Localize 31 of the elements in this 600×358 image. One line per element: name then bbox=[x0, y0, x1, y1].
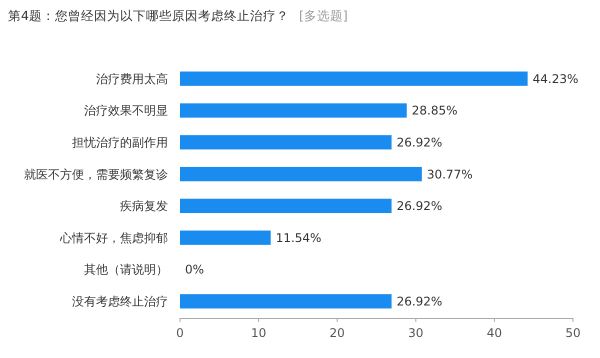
bar bbox=[180, 103, 407, 118]
bar bbox=[180, 166, 422, 182]
y-tick-label: 疾病复发 bbox=[120, 199, 168, 214]
x-tick-label: 40 bbox=[486, 326, 502, 340]
y-tick-label: 没有考虑终止治疗 bbox=[72, 294, 168, 309]
data-label: 0% bbox=[185, 262, 204, 277]
y-tick-label: 治疗效果不明显 bbox=[84, 104, 168, 118]
data-label: 26.92% bbox=[396, 199, 442, 214]
bar bbox=[180, 135, 392, 150]
chart-title: 第4题：您曾经因为以下哪些原因考虑终止治疗？ bbox=[8, 8, 289, 23]
x-tick-label: 30 bbox=[408, 326, 424, 340]
y-tick-label: 治疗费用太高 bbox=[96, 72, 168, 86]
data-label: 30.77% bbox=[426, 167, 473, 182]
data-label: 26.92% bbox=[396, 136, 442, 150]
y-tick-label: 就医不方便，需要频繁复诊 bbox=[24, 167, 168, 182]
data-label: 28.85% bbox=[412, 104, 458, 118]
y-tick-label: 心情不好，焦虑抑郁 bbox=[59, 230, 168, 245]
y-tick-label: 担忧治疗的副作用 bbox=[72, 136, 168, 150]
bar bbox=[180, 230, 271, 245]
chart-subtitle: [多选题] bbox=[298, 8, 348, 23]
bar bbox=[180, 294, 392, 308]
bar bbox=[180, 72, 528, 86]
x-tick-label: 20 bbox=[330, 326, 345, 340]
x-tick-label: 50 bbox=[565, 326, 581, 340]
data-label: 11.54% bbox=[276, 230, 322, 245]
data-label: 26.92% bbox=[396, 294, 442, 309]
x-tick-label: 0 bbox=[176, 326, 184, 340]
y-tick-label: 其他（请说明） bbox=[84, 262, 168, 277]
data-label: 44.23% bbox=[532, 72, 578, 86]
bar bbox=[180, 198, 392, 214]
x-tick-label: 10 bbox=[250, 326, 266, 340]
